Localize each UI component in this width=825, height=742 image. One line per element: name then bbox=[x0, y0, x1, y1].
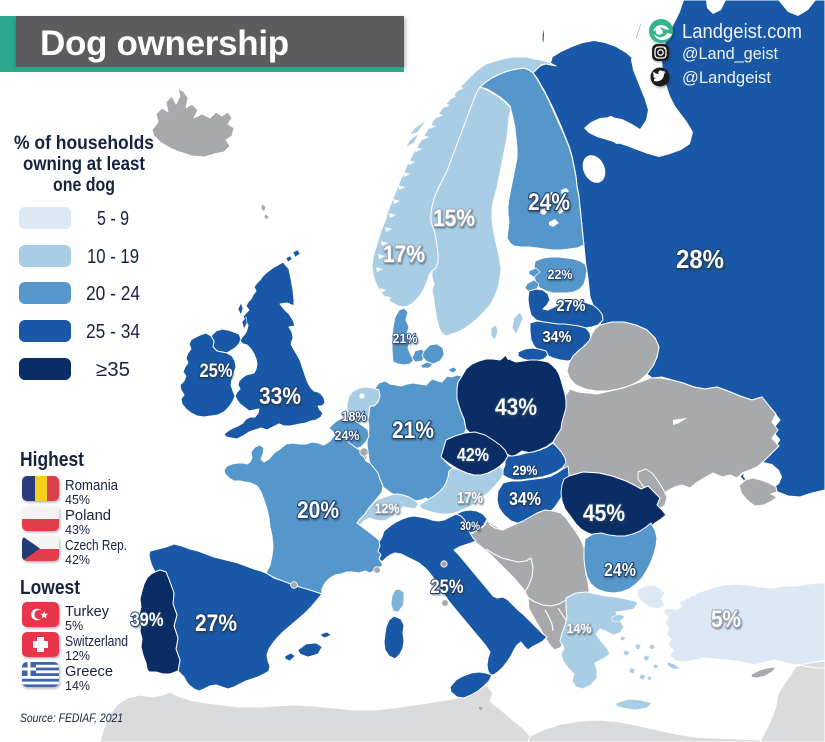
svg-text:34%: 34% bbox=[543, 329, 572, 346]
svg-text:29%: 29% bbox=[513, 462, 538, 478]
svg-text:10 - 19: 10 - 19 bbox=[87, 246, 139, 268]
svg-text:Highest: Highest bbox=[20, 449, 84, 471]
svg-text:14%: 14% bbox=[567, 620, 592, 636]
svg-text:one dog: one dog bbox=[53, 175, 115, 196]
svg-text:24%: 24% bbox=[528, 189, 570, 216]
svg-text:Landgeist.com: Landgeist.com bbox=[682, 21, 802, 43]
svg-text:33%: 33% bbox=[259, 383, 301, 410]
svg-text:% of households: % of households bbox=[14, 133, 154, 154]
svg-text:20%: 20% bbox=[297, 497, 339, 524]
svg-text:17%: 17% bbox=[383, 241, 425, 268]
svg-text:25%: 25% bbox=[200, 361, 233, 382]
svg-text:17%: 17% bbox=[457, 490, 483, 507]
svg-text:45%: 45% bbox=[65, 493, 90, 507]
svg-text:Czech Rep.: Czech Rep. bbox=[65, 538, 127, 554]
svg-text:25 - 34: 25 - 34 bbox=[86, 321, 140, 343]
svg-text:Romania: Romania bbox=[65, 478, 119, 494]
svg-text:42%: 42% bbox=[65, 553, 90, 567]
svg-text:12%: 12% bbox=[65, 649, 90, 663]
svg-text:27%: 27% bbox=[557, 298, 586, 315]
svg-text:Greece: Greece bbox=[65, 664, 113, 680]
svg-text:27%: 27% bbox=[195, 610, 237, 637]
svg-text:30%: 30% bbox=[460, 519, 480, 533]
svg-text:42%: 42% bbox=[457, 445, 489, 465]
svg-text:43%: 43% bbox=[495, 394, 537, 421]
svg-text:5%: 5% bbox=[711, 606, 741, 633]
svg-text:Poland: Poland bbox=[65, 508, 111, 524]
svg-text:Source: FEDIAF, 2021: Source: FEDIAF, 2021 bbox=[20, 713, 123, 725]
svg-text:43%: 43% bbox=[65, 523, 90, 537]
svg-text:Turkey: Turkey bbox=[65, 604, 110, 620]
svg-text:25%: 25% bbox=[431, 577, 464, 598]
svg-text:Switzerland: Switzerland bbox=[65, 634, 128, 650]
svg-text:@Landgeist: @Landgeist bbox=[682, 68, 771, 87]
svg-text:28%: 28% bbox=[676, 244, 724, 274]
svg-text:18%: 18% bbox=[342, 408, 367, 424]
svg-text:Lowest: Lowest bbox=[20, 577, 80, 599]
svg-text:34%: 34% bbox=[509, 489, 541, 509]
svg-text:24%: 24% bbox=[604, 560, 636, 580]
svg-text:Dog ownership: Dog ownership bbox=[40, 24, 289, 63]
svg-text:5 - 9: 5 - 9 bbox=[97, 208, 129, 230]
svg-text:≥35: ≥35 bbox=[96, 359, 130, 381]
svg-text:21%: 21% bbox=[392, 417, 434, 444]
svg-text:5%: 5% bbox=[65, 619, 83, 633]
svg-text:20 - 24: 20 - 24 bbox=[86, 283, 140, 305]
svg-text:15%: 15% bbox=[433, 205, 475, 232]
svg-text:39%: 39% bbox=[131, 610, 164, 631]
svg-text:@Land_geist: @Land_geist bbox=[682, 44, 778, 63]
svg-text:12%: 12% bbox=[375, 500, 400, 516]
svg-text:24%: 24% bbox=[335, 427, 360, 443]
svg-text:14%: 14% bbox=[65, 679, 90, 693]
svg-text:21%: 21% bbox=[393, 330, 418, 346]
svg-text:owning at least: owning at least bbox=[23, 154, 146, 175]
svg-text:22%: 22% bbox=[548, 266, 573, 282]
svg-text:45%: 45% bbox=[583, 500, 625, 527]
